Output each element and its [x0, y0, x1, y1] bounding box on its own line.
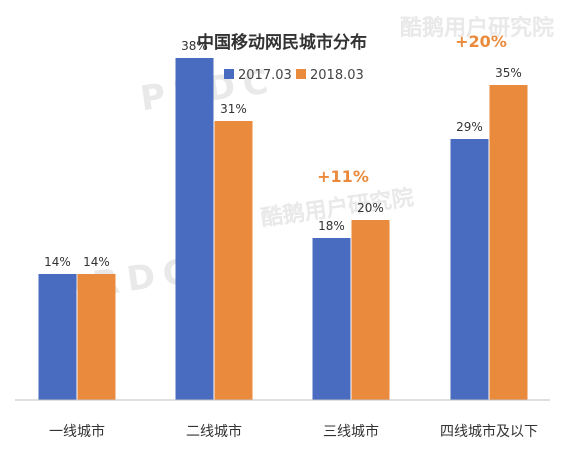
legend-swatch-2018: [296, 69, 306, 79]
chart-title: 中国移动网民城市分布: [197, 32, 367, 53]
bar-2018-03-0: [77, 274, 116, 400]
data-label: 38%: [181, 39, 208, 53]
data-label: 14%: [83, 255, 110, 269]
legend-label-2018: 2018.03: [310, 68, 364, 83]
data-label: 14%: [44, 255, 71, 269]
bar-2018-03-3: [489, 85, 528, 400]
x-tick-label: 三线城市: [323, 423, 379, 440]
bars-group: 14% 14% 38% 31% 18% 20% 29% 35%: [38, 39, 528, 400]
bar-2017-03-1: [175, 58, 214, 400]
x-tick-label: 一线城市: [49, 423, 105, 440]
x-tick-label: 二线城市: [186, 423, 242, 440]
bar-2017-03-3: [450, 139, 489, 400]
x-axis-labels: 一线城市 二线城市 三线城市 四线城市及以下: [49, 423, 538, 440]
data-label: 18%: [318, 219, 345, 233]
bar-2018-03-2: [351, 220, 390, 400]
x-tick-label: 四线城市及以下: [440, 423, 538, 440]
legend: 2017.03 2018.03: [224, 68, 364, 83]
growth-annotation: +11%: [317, 167, 369, 186]
growth-annotation: +20%: [455, 32, 507, 51]
data-label: 20%: [357, 201, 384, 215]
bar-2017-03-2: [312, 238, 351, 400]
data-label: 35%: [495, 66, 522, 80]
bar-2017-03-0: [38, 274, 77, 400]
legend-swatch-2017: [224, 69, 234, 79]
bar-2018-03-1: [214, 121, 253, 400]
data-label: 29%: [456, 120, 483, 134]
data-label: 31%: [220, 102, 247, 116]
legend-label-2017: 2017.03: [238, 68, 292, 83]
annotations-group: +11% +20%: [317, 32, 507, 186]
